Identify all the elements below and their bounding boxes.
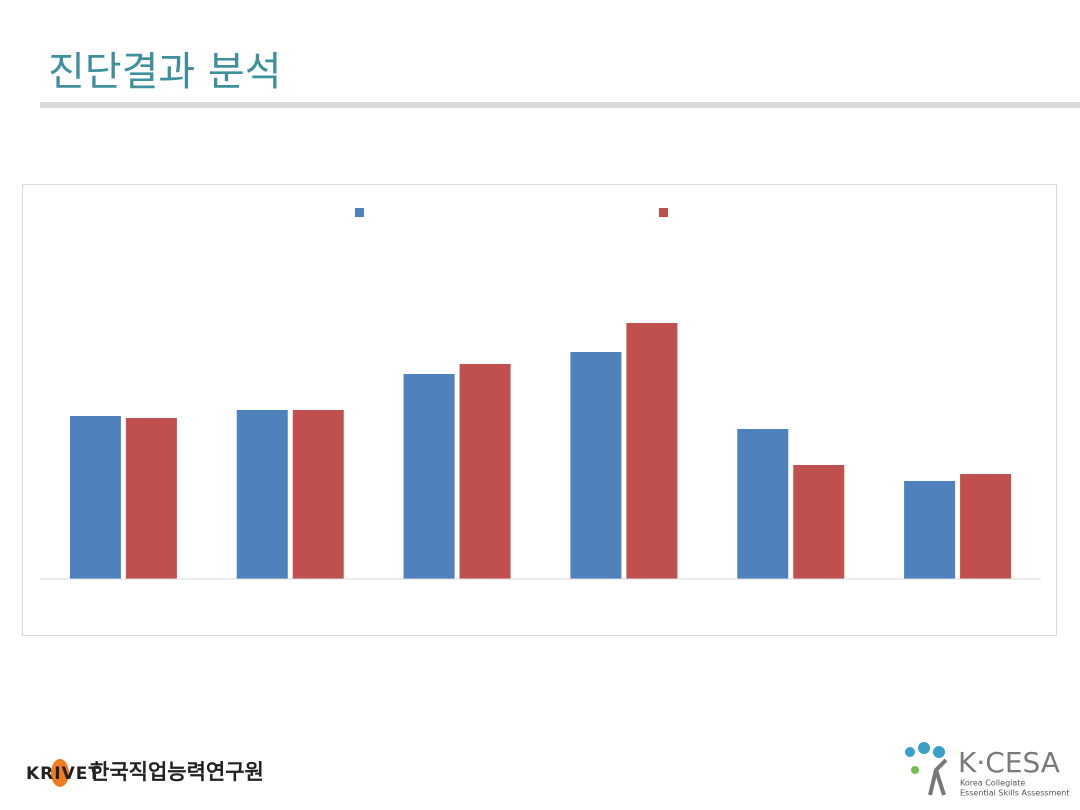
logo-mark: KRIVET — [26, 764, 101, 784]
krivet-logo: KRIVET 한국직업능력연구원 — [26, 759, 264, 787]
slide-title: 진단결과 분석 — [48, 49, 282, 95]
chart-frame — [22, 184, 1057, 636]
bar — [292, 410, 344, 579]
logo-dot — [933, 746, 945, 758]
logo-dot — [918, 742, 930, 754]
bar — [737, 429, 789, 579]
chart — [40, 208, 1041, 580]
bar — [960, 474, 1012, 579]
kcesa-logo: K·CESA Korea Collegiate Essential Skills… — [905, 742, 1070, 798]
bar — [793, 465, 845, 579]
bar — [69, 416, 121, 579]
bar — [403, 374, 455, 579]
bar — [459, 364, 511, 579]
bar — [626, 323, 678, 579]
bar — [904, 481, 956, 579]
logo-oval — [51, 759, 69, 787]
logo-name: 한국직업능력연구원 — [90, 760, 264, 784]
logo-dot — [905, 747, 915, 757]
logo-line: Korea Collegiate — [960, 779, 1025, 788]
title-rule — [40, 102, 1080, 108]
legend-marker — [659, 208, 668, 217]
logo-figure — [928, 758, 948, 796]
logo-dot — [911, 766, 919, 774]
legend-marker — [355, 208, 364, 217]
bar — [236, 410, 288, 579]
bar — [125, 418, 177, 579]
logo-line: Essential Skills Assessment — [960, 789, 1070, 798]
bar — [570, 352, 622, 579]
logo-mark: K·CESA — [958, 746, 1060, 779]
